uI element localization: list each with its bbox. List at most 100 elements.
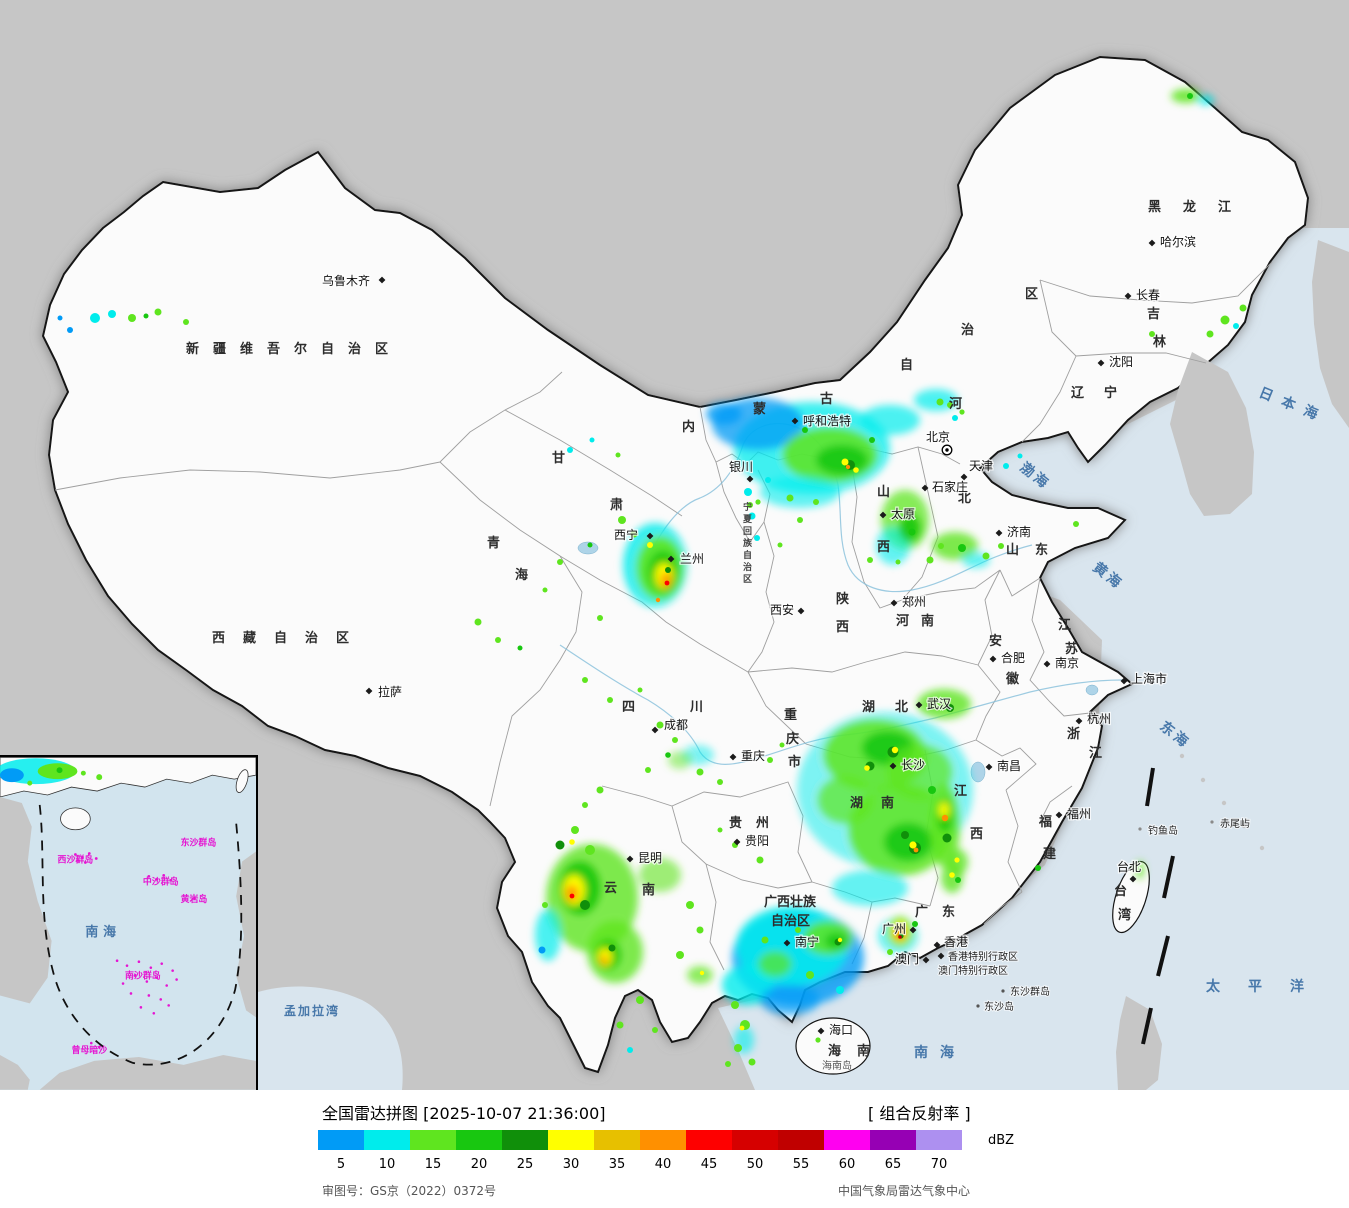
province-label-jiangxi-1: 江 [954, 783, 967, 799]
city-changsha: 长沙 [889, 757, 926, 773]
city-label: 天津 [969, 459, 993, 473]
legend-panel: 全国雷达拼图 [2025-10-07 21:36:00] [ 组合反射率 ] 5… [0, 1090, 1349, 1208]
dbz-swatch [456, 1130, 502, 1150]
dbz-value-label: 70 [930, 1157, 948, 1172]
city-taiyuan: 太原 [879, 505, 916, 522]
province-label-yunnan-1: 云 [604, 881, 617, 896]
sea-label-pacific: 太平洋 [1206, 978, 1332, 995]
inset-svg: 东沙群岛 西沙群岛 中沙群岛 黄岩岛 南沙群岛 曾母暗沙 南海 [0, 757, 256, 1090]
city-haerbin: 哈尔滨 [1148, 233, 1197, 250]
city-chengdu: 成都 [651, 717, 689, 734]
city-yinchuan: 银川 [728, 459, 754, 483]
dbz-swatch [686, 1130, 732, 1150]
province-label-heilongjiang: 黑龙江 [1148, 199, 1253, 215]
dbz-value-label: 40 [654, 1157, 672, 1172]
dbz-scale-cell: 10 [364, 1130, 410, 1172]
province-label-shaanxi-1: 陕 [836, 591, 850, 607]
poyang-lake [970, 761, 986, 783]
svg-text:治: 治 [743, 561, 752, 573]
sea-label-bengal-bay: 孟加拉湾 [284, 1003, 340, 1018]
inset-borneo [39, 1054, 256, 1090]
city-label: 合肥 [1001, 650, 1025, 665]
province-label-shandong: 山东 [1006, 542, 1064, 558]
inset-label-zengmu: 曾母暗沙 [71, 1044, 107, 1056]
inset-label-nansha: 南沙群岛 [125, 970, 161, 982]
dbz-swatch [732, 1130, 778, 1150]
label-dongsha-dao: 东沙岛 [984, 1000, 1014, 1013]
province-label-hebei-1: 河 [949, 396, 962, 412]
city-label: 呼和浩特 [803, 413, 851, 428]
city-chongqing: 重庆 [729, 748, 766, 764]
province-label-sichuan-1: 四 [622, 700, 635, 715]
city-nanning: 南宁 [783, 933, 820, 950]
sea-label-south-sea: 南海 [914, 1044, 966, 1061]
dongsha-dao-dot [976, 1004, 980, 1008]
province-label-taiwan-1: 台 [1114, 883, 1127, 899]
province-label-henan: 河南 [896, 613, 946, 629]
luzon-island [1116, 996, 1162, 1090]
province-label-hebei-2: 北 [958, 491, 971, 506]
city-label: 太原 [891, 506, 915, 521]
city-beijing: 北京 [925, 429, 953, 456]
svg-text:自: 自 [900, 357, 913, 373]
city-labels: 乌鲁木齐 拉萨 西宁 兰州 银川 呼和浩特 北京 天津 石家庄 太原 沈阳 长春… [321, 233, 1198, 1039]
label-diaoyu: 钓鱼岛 [1148, 824, 1178, 837]
taiwan-island [1112, 860, 1150, 934]
province-label-guangdong: 广东 [915, 904, 969, 920]
city-hangzhou: 杭州 [1075, 710, 1112, 727]
inset-label-south-sea: 南海 [85, 924, 121, 940]
dbz-value-label: 15 [424, 1157, 442, 1172]
inset-taiwan [235, 769, 249, 793]
south-china-sea-inset: 东沙群岛 西沙群岛 中沙群岛 黄岩岛 南沙群岛 曾母暗沙 南海 [0, 755, 258, 1090]
dongsha-dot [1001, 989, 1005, 993]
city-label: 郑州 [902, 594, 926, 609]
dbz-swatch [318, 1130, 364, 1150]
dbz-scale-cell: 40 [640, 1130, 686, 1172]
inset-label-huangyan: 黄岩岛 [181, 893, 208, 905]
inset-hainan [60, 807, 91, 831]
dbz-swatch [594, 1130, 640, 1150]
dbz-value-label: 55 [792, 1157, 810, 1172]
province-label-shanxi-1: 山 [877, 484, 890, 500]
dbz-swatch [640, 1130, 686, 1150]
city-label: 石家庄 [932, 479, 968, 494]
dbz-value-label: 5 [336, 1157, 346, 1172]
province-label-jiangxi-2: 西 [970, 827, 983, 842]
dbz-swatch [548, 1130, 594, 1150]
province-label-guangxi-1: 广西壮族 [764, 894, 817, 910]
tai-lake [1085, 684, 1099, 696]
svg-text:夏: 夏 [742, 514, 753, 525]
dbz-value-label: 20 [470, 1157, 488, 1172]
province-label-shaanxi-2: 西 [836, 620, 849, 635]
agency-name: 中国气象局雷达气象中心 [838, 1184, 971, 1198]
city-label: 澳门 [895, 951, 919, 966]
city-guangzhou: 广州 [881, 921, 917, 937]
city-label: 长春 [1136, 288, 1160, 302]
city-aomen: 澳门 [894, 950, 930, 967]
dbz-scale-cell: 65 [870, 1130, 916, 1172]
city-label: 南昌 [997, 758, 1021, 773]
city-label: 长沙 [901, 758, 925, 772]
bengal-bay [258, 986, 403, 1090]
city-zhengzhou: 郑州 [890, 593, 927, 610]
dbz-colorbar: 5 10 15 20 25 30 35 40 45 50 55 60 65 70 [318, 1130, 962, 1172]
dbz-scale-cell: 5 [318, 1130, 364, 1172]
city-xianggang: 香港 [933, 934, 969, 950]
province-label-neimenggu: 内 蒙 古 自 治 区 [682, 287, 1038, 435]
dbz-swatch [364, 1130, 410, 1150]
inset-label-xisha: 西沙群岛 [58, 853, 94, 865]
dbz-value-label: 10 [378, 1157, 396, 1172]
city-label: 福州 [1067, 806, 1091, 821]
island-labels: 香港特别行政区 澳门特别行政区 东沙群岛 东沙岛 钓鱼岛 赤尾屿 海南岛 [822, 817, 1251, 1072]
province-label-jiangsu-2: 苏 [1065, 641, 1078, 657]
city-label: 哈尔滨 [1160, 234, 1196, 249]
province-label-gansu-1: 甘 [552, 450, 565, 466]
svg-text:重: 重 [784, 707, 797, 723]
capital-marker-icon [941, 444, 953, 456]
city-label: 西宁 [614, 527, 638, 542]
city-guiyang: 贵阳 [733, 833, 770, 849]
city-lasa: 拉萨 [365, 683, 403, 700]
city-xining: 西宁 [613, 526, 654, 543]
province-label-anhui-2: 徽 [1005, 671, 1020, 687]
city-label: 济南 [1007, 524, 1031, 539]
